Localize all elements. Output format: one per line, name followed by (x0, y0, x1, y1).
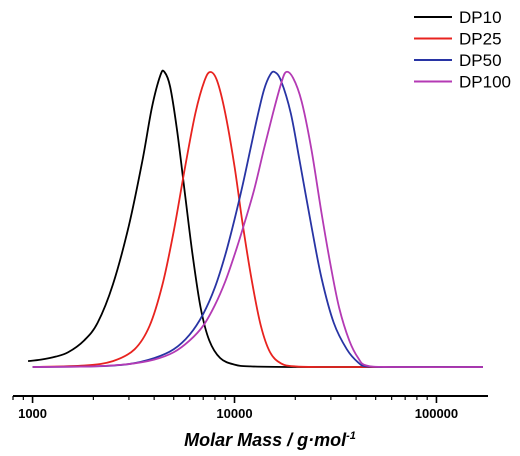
series-layer (27, 69, 483, 369)
x-axis: 1000 10000 100000 (12, 395, 488, 421)
series-line-dp50 (32, 70, 483, 368)
x-tick-label: 1000 (18, 406, 47, 421)
x-tick-label: 100000 (415, 406, 458, 421)
x-tick-label: 10000 (216, 406, 252, 421)
series-line-dp100 (32, 70, 483, 369)
legend: DP10 DP25 DP50 DP100 (414, 8, 511, 92)
legend-label-dp50: DP50 (459, 51, 502, 70)
legend-label-dp100: DP100 (459, 73, 511, 92)
series-line-dp10 (27, 69, 483, 368)
legend-label-dp10: DP10 (459, 8, 502, 27)
legend-label-dp25: DP25 (459, 30, 502, 49)
series-line-dp25 (32, 71, 483, 368)
x-axis-title: Molar Mass / g·mol-1 (184, 430, 356, 450)
x-axis-title-superscript: -1 (346, 430, 356, 442)
x-axis-title-text: Molar Mass / g·mol (184, 430, 347, 450)
